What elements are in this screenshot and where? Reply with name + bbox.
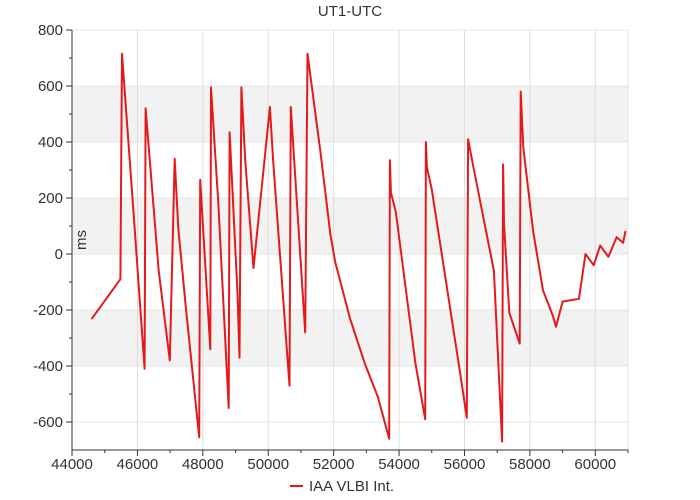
legend-label: IAA VLBI Int. (309, 478, 394, 495)
x-tick-label: 50000 (247, 456, 289, 473)
y-tick-label: 800 (38, 22, 63, 39)
y-tick-label: -200 (33, 302, 63, 319)
x-tick-label: 44000 (51, 456, 93, 473)
y-tick-label: 200 (38, 190, 63, 207)
legend[interactable]: IAA VLBI Int. (290, 478, 394, 495)
x-tick-label: 48000 (182, 456, 224, 473)
y-tick-label: 400 (38, 134, 63, 151)
x-tick-label: 58000 (509, 456, 551, 473)
axes (71, 30, 628, 451)
y-axis-ticks: -600 -400 -200 0 200 400 600 800 (33, 22, 72, 431)
x-tick-label: 52000 (313, 456, 355, 473)
chart-title: UT1-UTC (318, 3, 382, 20)
plot-band (72, 86, 628, 142)
x-tick-label: 60000 (574, 456, 616, 473)
y-tick-label: 600 (38, 78, 63, 95)
series-line[interactable] (91, 52, 627, 443)
x-axis-ticks: 44000 46000 48000 50000 52000 54000 56000 58000… (51, 450, 629, 473)
x-tick-label: 54000 (378, 456, 420, 473)
y-tick-label: 0 (55, 246, 63, 263)
x-tick-label: 56000 (444, 456, 486, 473)
x-tick-label: 46000 (117, 456, 159, 473)
y-tick-label: -600 (33, 414, 63, 431)
y-tick-label: -400 (33, 358, 63, 375)
series-group (91, 52, 627, 443)
y-axis-label: ms (73, 230, 90, 250)
